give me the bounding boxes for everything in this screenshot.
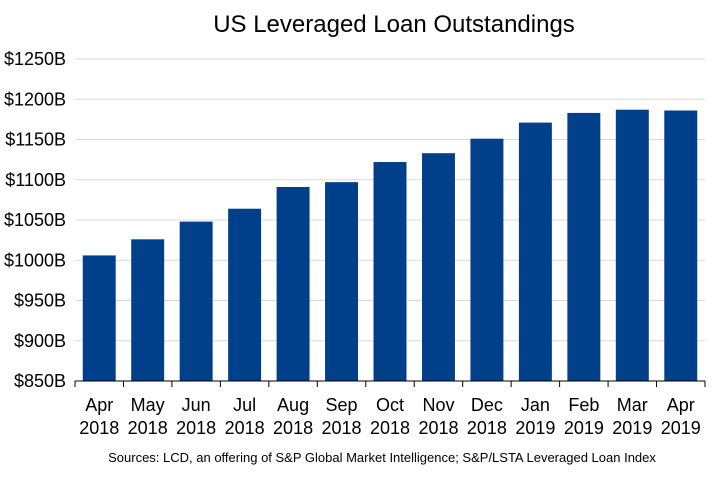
bar-nov-2018	[421, 153, 455, 381]
x-tick-label-year: 2018	[273, 418, 313, 438]
axes	[74, 380, 706, 387]
bar-mar-2019	[615, 109, 649, 381]
x-tick-label-month: Aug	[277, 395, 309, 415]
bar-apr-2019	[664, 110, 698, 382]
y-tick-label: $850B	[14, 371, 66, 391]
y-tick-label: $900B	[14, 331, 66, 351]
x-tick-label-year: 2018	[370, 418, 410, 438]
x-tick-label-year: 2019	[661, 418, 701, 438]
bar-feb-2019	[567, 112, 601, 381]
x-tick-label-month: Nov	[422, 395, 454, 415]
x-axis-ticks: Apr 2018 May 2018 Jun 2018 Jul 2018 Aug 2018 Sep 20…	[79, 395, 701, 438]
x-tick-label-year: 2019	[612, 418, 652, 438]
bar-jun-2018	[179, 221, 213, 381]
y-tick-label: $1150B	[5, 130, 66, 150]
x-tick-label-year: 2018	[225, 418, 265, 438]
x-tick-label-month: Jan	[521, 395, 550, 415]
x-tick-label-month: May	[131, 395, 165, 415]
x-tick-label-year: 2019	[515, 418, 555, 438]
x-tick-label-month: Sep	[326, 395, 358, 415]
bar-jan-2019	[518, 122, 552, 381]
y-tick-label: $1250B	[4, 49, 66, 69]
x-tick-label-month: Apr	[85, 395, 113, 415]
x-tick-label-year: 2019	[564, 418, 604, 438]
x-tick-label-year: 2018	[467, 418, 507, 438]
chart-title: US Leveraged Loan Outstandings	[213, 11, 575, 38]
x-tick-label-year: 2018	[79, 418, 119, 438]
x-tick-label-year: 2018	[176, 418, 216, 438]
y-tick-label: $1050B	[4, 210, 66, 230]
x-tick-label-month: Mar	[617, 395, 648, 415]
x-tick-label-year: 2018	[418, 418, 458, 438]
x-tick-label-month: Apr	[667, 395, 695, 415]
bar-oct-2018	[373, 162, 407, 381]
x-tick-label-month: Jun	[182, 395, 211, 415]
x-tick-label-month: Dec	[471, 395, 503, 415]
bar-jul-2018	[228, 208, 262, 381]
x-tick-label-month: Oct	[376, 395, 404, 415]
bar-dec-2018	[470, 138, 504, 381]
x-tick-label-month: Jul	[233, 395, 256, 415]
x-tick-label-year: 2018	[322, 418, 362, 438]
bars	[82, 109, 698, 382]
y-tick-label: $950B	[14, 291, 66, 311]
x-tick-label-year: 2018	[128, 418, 168, 438]
source-note: Sources: LCD, an offering of S&P Global …	[108, 450, 656, 465]
x-tick-label-month: Feb	[568, 395, 599, 415]
y-tick-label: $1000B	[4, 250, 66, 270]
y-axis-ticks: $850B $900B $950B $1000B $1050B $1100B $1150B $…	[4, 49, 66, 391]
bar-may-2018	[131, 239, 165, 381]
y-tick-label: $1100B	[5, 170, 66, 190]
y-tick-label: $1200B	[4, 89, 66, 109]
bar-apr-2018	[82, 255, 116, 381]
bar-sep-2018	[325, 182, 359, 381]
bar-aug-2018	[276, 186, 310, 381]
